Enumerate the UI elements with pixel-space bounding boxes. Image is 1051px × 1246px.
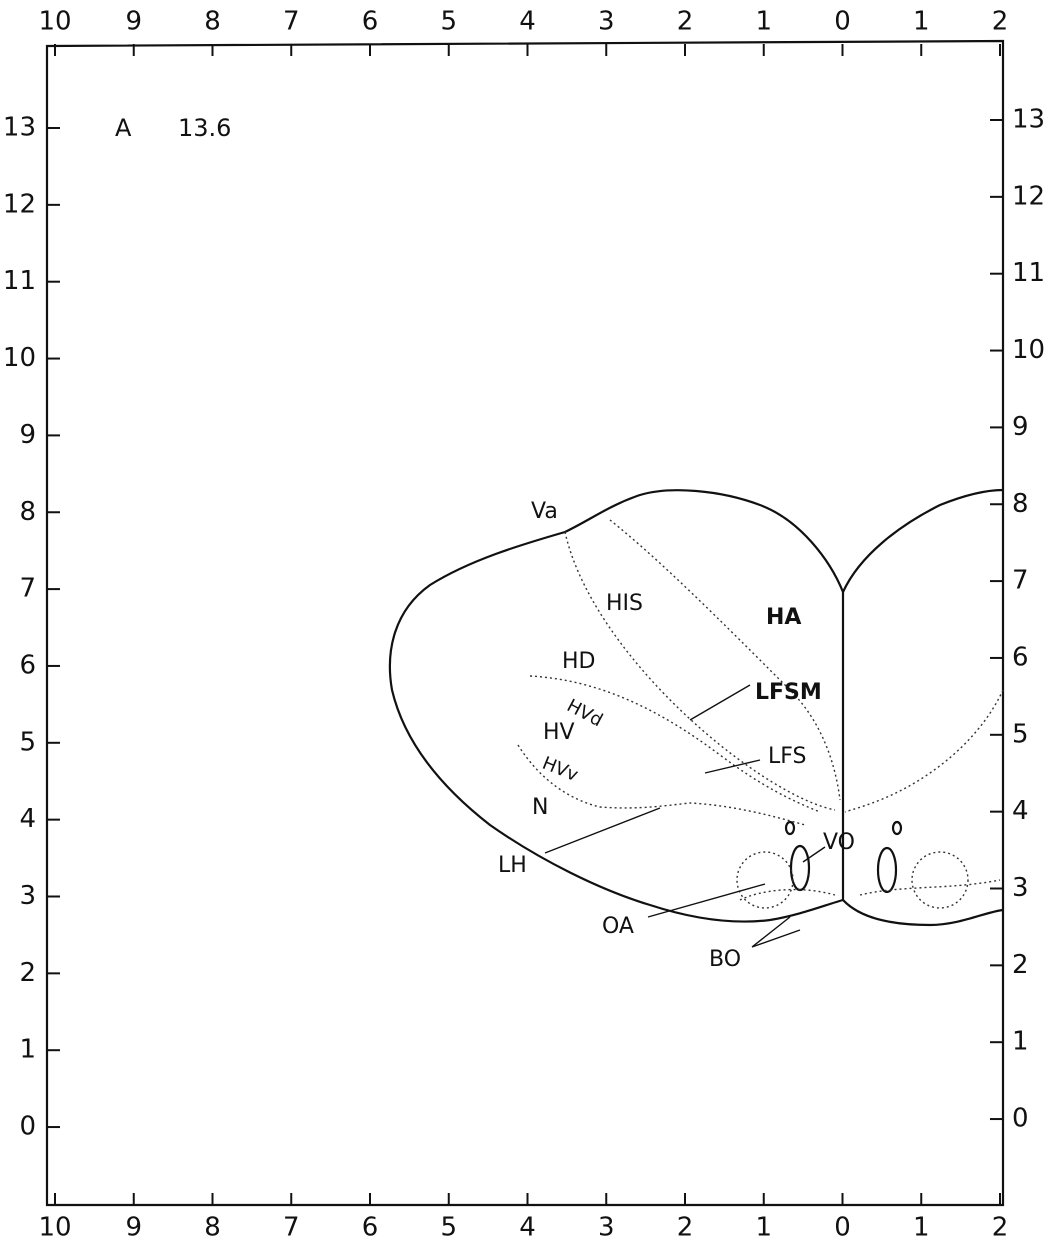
bottom-tick-label: 2 [677,1213,694,1243]
bottom-tick-label: 0 [834,1213,851,1243]
top-tick-label: 9 [125,7,142,37]
top-tick-label: 8 [204,7,221,37]
right-tick-label: 0 [1012,1104,1029,1134]
left-tick-label: 12 [3,189,36,219]
left-tick-label: 0 [19,1112,36,1142]
section-plane: A [115,114,132,142]
left-tick-label: 4 [19,804,36,834]
background [0,0,1051,1246]
right-tick-label: 1 [1012,1027,1029,1057]
bottom-tick-label: 1 [913,1213,930,1243]
top-tick-label: 1 [913,7,930,37]
bottom-tick-label: 6 [362,1213,379,1243]
top-tick-label: 2 [992,7,1009,37]
region-label: HV [543,720,575,745]
left-tick-label: 2 [19,958,36,988]
left-tick-label: 5 [19,727,36,757]
bottom-tick-label: 8 [204,1213,221,1243]
right-tick-label: 2 [1012,950,1029,980]
bottom-tick-label: 9 [125,1213,142,1243]
bottom-tick-label: 10 [38,1213,71,1243]
right-tick-label: 3 [1012,873,1029,903]
left-tick-label: 10 [3,343,36,373]
region-label: LH [498,853,527,878]
region-label: N [532,795,548,820]
right-tick-label: 4 [1012,796,1029,826]
right-tick-label: 10 [1012,335,1045,365]
left-tick-label: 11 [3,266,36,296]
right-tick-label: 5 [1012,719,1029,749]
right-tick-label: 6 [1012,642,1029,672]
right-tick-label: 8 [1012,489,1029,519]
section-level: 13.6 [178,114,231,142]
top-tick-label: 0 [834,7,851,37]
region-label: HA [766,605,801,630]
left-tick-label: 3 [19,881,36,911]
top-tick-label: 3 [598,7,615,37]
top-tick-label: 10 [38,7,71,37]
left-tick-label: 9 [19,420,36,450]
left-tick-label: 6 [19,650,36,680]
top-tick-label: 5 [440,7,457,37]
left-tick-label: 1 [19,1035,36,1065]
bottom-tick-label: 4 [519,1213,536,1243]
left-tick-label: 13 [3,113,36,143]
bottom-tick-label: 5 [440,1213,457,1243]
top-tick-label: 6 [362,7,379,37]
region-label: VO [823,830,855,855]
region-label: OA [602,914,634,939]
bottom-tick-label: 7 [283,1213,300,1243]
top-tick-label: 4 [519,7,536,37]
right-tick-label: 11 [1012,258,1045,288]
atlas-figure: 1098765432101210987654321012131211109876… [0,0,1051,1246]
top-tick-label: 1 [755,7,772,37]
bottom-tick-label: 1 [755,1213,772,1243]
left-tick-label: 8 [19,497,36,527]
region-label: HD [562,649,595,674]
region-label: BO [709,947,741,972]
left-tick-label: 7 [19,574,36,604]
region-label: LFS [768,744,807,769]
region-label: Va [531,499,558,524]
right-tick-label: 13 [1012,105,1045,135]
top-tick-label: 2 [677,7,694,37]
region-label: LFSM [755,680,822,705]
top-tick-label: 7 [283,7,300,37]
bottom-tick-label: 2 [992,1213,1009,1243]
right-tick-label: 7 [1012,566,1029,596]
right-tick-label: 12 [1012,181,1045,211]
region-label: HIS [606,591,643,616]
right-tick-label: 9 [1012,412,1029,442]
bottom-tick-label: 3 [598,1213,615,1243]
